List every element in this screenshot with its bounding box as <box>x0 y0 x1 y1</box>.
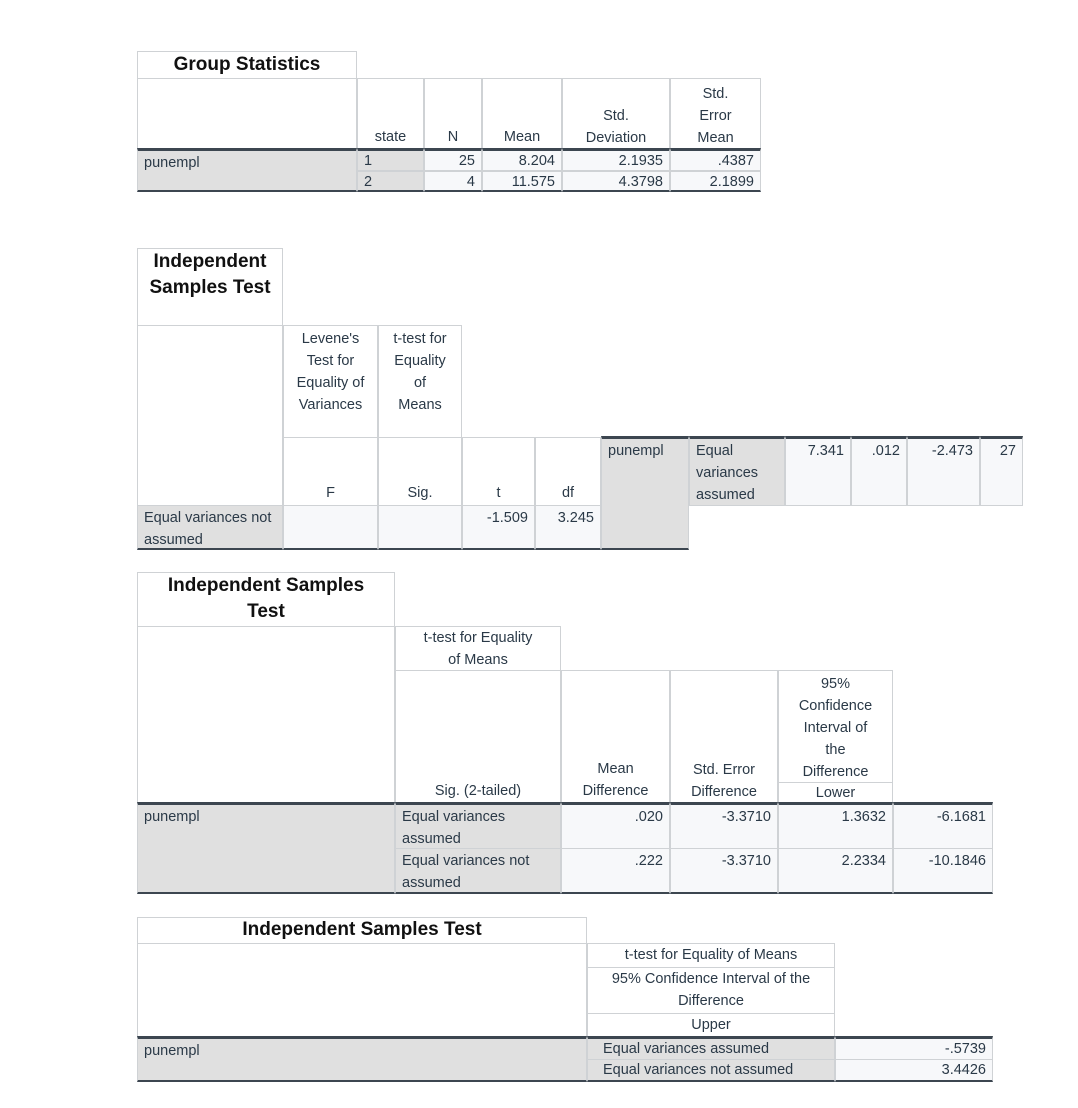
ist1-header-sig: Sig. <box>378 437 462 506</box>
gs-cell: 4.3798 <box>562 171 670 192</box>
gs-header-std-err: Std. Error Mean <box>670 78 761 150</box>
ist1-title: Independent Samples Test <box>137 248 283 326</box>
gs-cell: 2 <box>357 171 424 192</box>
ist1-cell-f: 7.341 <box>785 436 851 506</box>
gs-header-n: N <box>424 78 482 150</box>
ist3-header-upper: Upper <box>587 1013 835 1038</box>
ist2-title: Independent Samples Test <box>137 572 395 627</box>
ist3-stub-header <box>137 943 587 1038</box>
ist2-row-label: Equal variances not assumed <box>395 848 561 894</box>
ist2-cell: 1.3632 <box>778 802 893 849</box>
gs-cell: 25 <box>424 148 482 171</box>
gs-cell: 2.1899 <box>670 171 761 192</box>
ist2-cell: -3.3710 <box>670 802 778 849</box>
ist2-header-sig2: Sig. (2-tailed) <box>395 670 561 804</box>
gs-header-mean: Mean <box>482 78 562 150</box>
ist1-stub-header <box>137 325 283 506</box>
ist1-cell-empty <box>283 505 378 550</box>
ist1-cell-sig: .012 <box>851 436 907 506</box>
ist1-row-not-assumed-label: Equal variances not assumed <box>137 505 283 550</box>
ist1-header-f: F <box>283 437 378 506</box>
gs-cell: 2.1935 <box>562 148 670 171</box>
gs-cell: .4387 <box>670 148 761 171</box>
gs-header-std-dev: Std. Deviation <box>562 78 670 150</box>
gs-cell: 4 <box>424 171 482 192</box>
ist2-var-label: punempl <box>137 802 395 894</box>
ist2-cell: -3.3710 <box>670 848 778 894</box>
ist1-cell-df: 27 <box>980 436 1023 506</box>
ist3-row-label: Equal variances assumed <box>587 1036 835 1060</box>
ist2-cell: .222 <box>561 848 670 894</box>
ist1-cell-t: -2.473 <box>907 436 980 506</box>
ist3-cell-upper: -.5739 <box>835 1036 993 1060</box>
gs-cell: 8.204 <box>482 148 562 171</box>
ist2-header-lower: Lower <box>778 782 893 804</box>
ist2-cell: 2.2334 <box>778 848 893 894</box>
ist1-header-df: df <box>535 437 601 506</box>
ist2-header-mean-diff: Mean Difference <box>561 670 670 804</box>
ist1-cell-df2: 3.245 <box>535 505 601 550</box>
ist1-row-assumed-label: Equal variances assumed <box>689 436 785 506</box>
gs-row-label: punempl <box>137 148 357 192</box>
ist1-header-t: t <box>462 437 535 506</box>
ist2-stub-header <box>137 626 395 804</box>
ist2-cell: -10.1846 <box>893 848 993 894</box>
ist2-header-ci: 95% Confidence Interval of the Differenc… <box>778 670 893 783</box>
ist2-cell: .020 <box>561 802 670 849</box>
ist2-row-label: Equal variances assumed <box>395 802 561 849</box>
ist1-levene-header: Levene's Test for Equality of Variances <box>283 325 378 438</box>
gs-cell: 11.575 <box>482 171 562 192</box>
ist1-ttest-header: t-test for Equality of Means <box>378 325 462 438</box>
ist3-row-label: Equal variances not assumed <box>587 1059 835 1082</box>
ist1-cell-empty <box>378 505 462 550</box>
ist3-title: Independent Samples Test <box>137 917 587 944</box>
gs-stub-header <box>137 78 357 150</box>
gs-cell: 1 <box>357 148 424 171</box>
ist1-cell-t2: -1.509 <box>462 505 535 550</box>
ist1-var-label: punempl <box>601 436 689 550</box>
gs-header-state: state <box>357 78 424 150</box>
ist3-ttest-header: t-test for Equality of Means <box>587 943 835 968</box>
ist2-header-se-diff: Std. Error Difference <box>670 670 778 804</box>
ist2-cell: -6.1681 <box>893 802 993 849</box>
ist2-ttest-header: t-test for Equality of Means <box>395 626 561 671</box>
group-statistics-title: Group Statistics <box>137 51 357 79</box>
ist3-var-label: punempl <box>137 1036 587 1082</box>
ist3-cell-upper: 3.4426 <box>835 1059 993 1082</box>
ist3-ci-header: 95% Confidence Interval of the Differenc… <box>587 967 835 1014</box>
